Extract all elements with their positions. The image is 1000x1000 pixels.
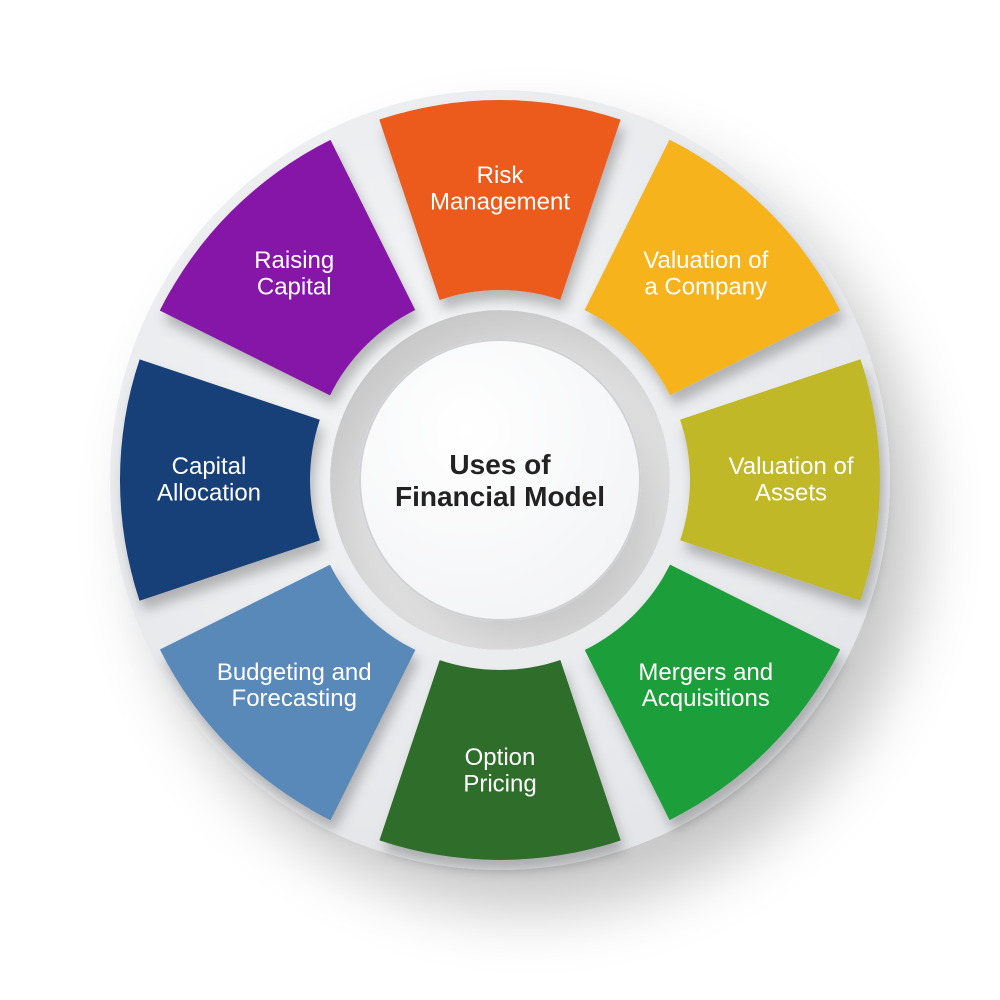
segment-label: CapitalAllocation — [157, 453, 261, 506]
segment-label: Valuation ofa Company — [643, 247, 768, 300]
uses-of-financial-model-diagram: RiskManagementValuation ofa CompanyValua… — [0, 0, 1000, 1000]
segment-label: RaisingCapital — [254, 247, 334, 300]
segment-label: OptionPricing — [463, 744, 536, 797]
segment-label: Budgeting andForecasting — [217, 659, 372, 712]
center-circle — [360, 340, 640, 620]
segment-label: Mergers andAcquisitions — [638, 659, 773, 712]
wheel-group: RiskManagementValuation ofa CompanyValua… — [110, 90, 890, 870]
